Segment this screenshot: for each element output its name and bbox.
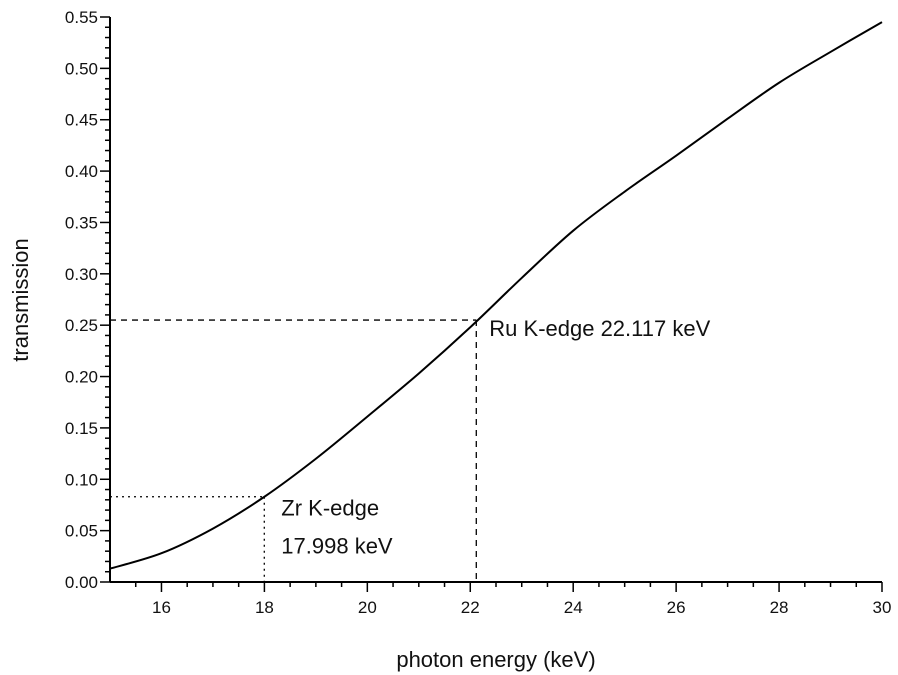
y-tick-label: 0.20 [65,368,98,387]
x-tick-label: 26 [667,598,686,617]
zr-annotation-label: 17.998 keV [281,534,393,559]
y-tick-label: 0.15 [65,419,98,438]
transmission-curve [109,21,883,570]
y-tick-label: 0.40 [65,162,98,181]
y-tick-label: 0.00 [65,573,98,592]
x-axis-label: photon energy (keV) [396,647,595,672]
x-tick-label: 16 [152,598,171,617]
y-tick-label: 0.45 [65,111,98,130]
x-tick-label: 28 [770,598,789,617]
y-tick-label: 0.10 [65,470,98,489]
ru-annotation-label: Ru K-edge 22.117 keV [489,316,710,341]
x-tick-label: 20 [358,598,377,617]
y-tick-label: 0.55 [65,8,98,27]
y-tick-label: 0.30 [65,265,98,284]
x-tick-label: 22 [461,598,480,617]
y-tick-label: 0.50 [65,59,98,78]
zr-annotation-label: Zr K-edge [281,496,379,521]
x-tick-label: 30 [873,598,892,617]
y-tick-label: 0.25 [65,316,98,335]
y-tick-label: 0.05 [65,522,98,541]
x-tick-label: 18 [255,598,274,617]
y-axis-label: transmission [8,238,33,361]
y-tick-label: 0.35 [65,213,98,232]
x-tick-label: 24 [564,598,583,617]
